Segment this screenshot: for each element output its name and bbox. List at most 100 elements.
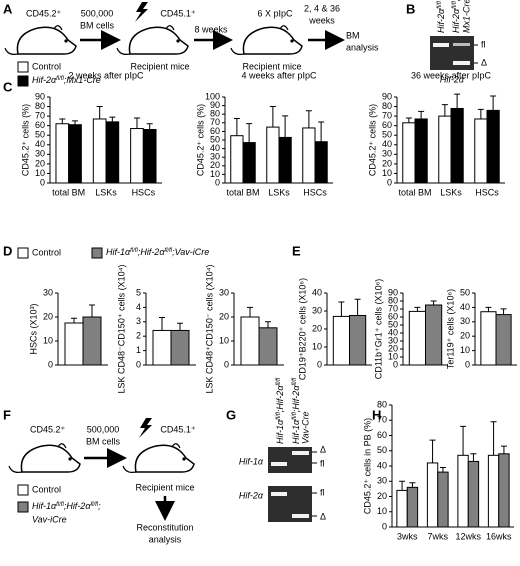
label: 2, 4 & 36: [304, 3, 340, 13]
label: CD45.2⁺: [30, 424, 66, 434]
y-axis-label: CD45.2⁺ cells (%): [195, 104, 205, 176]
label: Recipient mice: [130, 61, 189, 71]
bar: [450, 107, 464, 184]
y-tick-label: 50: [210, 134, 220, 144]
y-axis-label: CD11b⁺Gr1⁺ cells (X10⁶): [373, 279, 383, 380]
error-bar: [133, 117, 140, 129]
y-axis-label: Ter119⁺ cells (X10⁶): [445, 289, 455, 369]
y-tick-label: 50: [35, 130, 45, 140]
error-bar: [305, 110, 312, 128]
label: E: [292, 243, 301, 258]
legend-swatch: [17, 501, 29, 513]
label: CD45.2⁺: [26, 8, 62, 18]
y-tick-label: 80: [210, 109, 220, 119]
label-part: Hif-1α: [106, 247, 131, 257]
y-tick-label: 20: [382, 158, 392, 168]
y-tick-label: 90: [210, 100, 220, 110]
label-part: Hif-2α: [32, 75, 57, 85]
y-tick-label: 1: [136, 345, 141, 355]
label: 500,000: [81, 8, 114, 18]
bar: [82, 316, 102, 366]
rich-label: Hif-2αfl/fl: [436, 1, 446, 33]
y-tick-label: 30: [377, 476, 387, 486]
label-part: Hif-2α: [451, 8, 461, 33]
bar: [152, 329, 172, 366]
bar: [414, 118, 428, 184]
y-tick-label: 20: [219, 311, 229, 321]
rich-label: Hif-1αfl/fl;Hif-2αfl/fl;Vav-iCre: [106, 247, 209, 257]
y-tick-label: 40: [388, 327, 398, 337]
error-bar: [430, 300, 437, 305]
error-bar: [89, 304, 95, 317]
x-tick-label: HSCs: [303, 187, 327, 197]
bar: [438, 115, 452, 184]
error-bar: [405, 117, 412, 123]
error-bar: [490, 421, 497, 456]
y-tick-label: 20: [43, 311, 53, 321]
bar: [332, 315, 350, 366]
y-tick-label: 70: [35, 110, 45, 120]
chart-title: 2 weeks after pIpC: [68, 70, 144, 80]
error-bar: [71, 317, 77, 323]
y-tick-label: 10: [312, 341, 322, 351]
bar: [457, 454, 469, 528]
y-tick-label: 80: [377, 399, 387, 409]
bar: [396, 489, 408, 528]
y-axis-label: CD45.2⁺ cells (%): [20, 104, 30, 176]
label-part: ;Hif-2α: [291, 385, 301, 413]
x-tick-label: 7wks: [427, 531, 448, 541]
y-tick-label: 80: [382, 101, 392, 111]
y-tick-label: 40: [35, 139, 45, 149]
mouse: [8, 442, 81, 474]
y-tick-label: 0: [382, 521, 387, 531]
legend-swatch: [17, 484, 29, 496]
error-bar: [265, 321, 271, 328]
label: F: [3, 407, 11, 422]
label: B: [406, 1, 415, 16]
bar: [480, 311, 497, 366]
label: Vav-Cre: [300, 411, 310, 444]
bar: [495, 314, 512, 366]
label: CD45.1⁺: [160, 8, 196, 18]
legend-swatch: [17, 75, 29, 87]
bar: [426, 462, 439, 528]
y-tick-label: 10: [210, 169, 220, 179]
error-bar: [146, 123, 153, 130]
y-tick-label: 10: [388, 351, 398, 361]
label: A: [3, 1, 13, 16]
bar: [230, 135, 244, 184]
y-tick-label: 0: [48, 359, 53, 369]
label: analysis: [149, 534, 182, 544]
label: 6 X pIpC: [257, 8, 293, 18]
bar: [142, 128, 157, 184]
bar: [130, 128, 144, 184]
label: D: [3, 243, 12, 258]
bar: [278, 136, 292, 184]
label: BM: [346, 30, 360, 40]
y-tick-label: 40: [210, 143, 220, 153]
label-part: fl/fl: [276, 377, 282, 385]
bar: [302, 127, 316, 184]
rich-label: Hif-2αfl/fl;: [451, 0, 461, 33]
label: CD45.1⁺: [160, 424, 196, 434]
label: fl: [320, 487, 325, 497]
x-tick-label: HSCs: [475, 187, 499, 197]
label: Recipient mice: [135, 482, 194, 492]
error-bar: [177, 322, 183, 331]
y-tick-label: 10: [377, 506, 387, 516]
y-tick-label: 70: [210, 117, 220, 127]
y-tick-label: 70: [382, 110, 392, 120]
error-bar: [485, 306, 492, 312]
y-tick-label: 0: [387, 177, 392, 187]
bar: [402, 122, 416, 184]
y-tick-label: 4: [136, 302, 141, 312]
y-tick-label: 30: [219, 287, 229, 297]
error-bar: [59, 118, 66, 124]
y-axis-label: CD45.2⁺ cells in PB (%): [362, 418, 372, 514]
mouse: [230, 24, 303, 56]
gel-band: [271, 462, 287, 466]
rich-label: Hif-2αfl/fl;Mx1-Cre: [32, 75, 101, 85]
bar: [258, 327, 278, 366]
label: Mx1-Cre: [461, 0, 471, 33]
